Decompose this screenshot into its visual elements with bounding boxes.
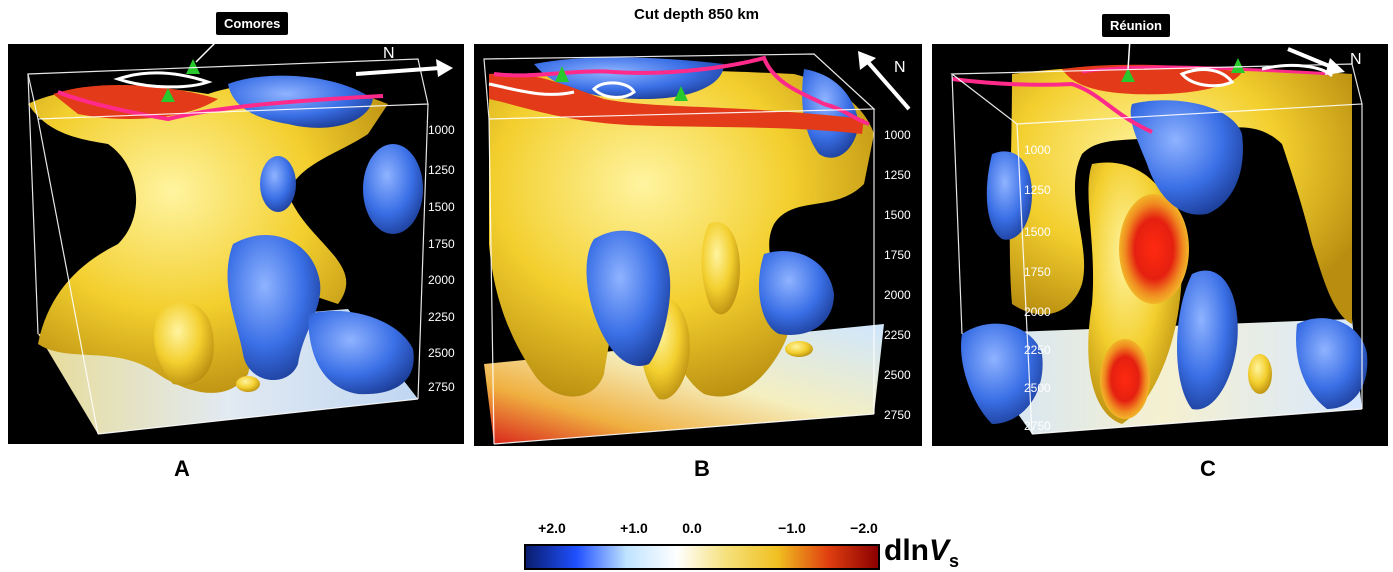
colorbar-tick: −1.0 <box>778 520 806 536</box>
depth-tick-label: 1000 <box>1024 143 1051 157</box>
depth-tick-label: 1750 <box>884 248 911 262</box>
depth-tick-label: 2750 <box>1024 419 1051 433</box>
north-arrow-icon <box>355 59 453 77</box>
panel-b-rendering: 1000 1250 1500 1750 2000 2250 2500 2750 … <box>474 44 922 446</box>
depth-tick-label: 2500 <box>884 368 911 382</box>
callout-label-a: Comores <box>216 12 289 35</box>
depth-tick-label: 2250 <box>428 310 455 324</box>
north-arrow-icon <box>1287 47 1345 75</box>
colorbar-tick: +1.0 <box>620 520 648 536</box>
depth-tick-label: 2750 <box>884 408 911 422</box>
colorbar-tick: −2.0 <box>850 520 878 536</box>
panel-b-volume: 1000 1250 1500 1750 2000 2250 2500 2750 … <box>483 51 911 445</box>
depth-tick-label: 2000 <box>884 288 911 302</box>
depth-tick-label: 2250 <box>884 328 911 342</box>
depth-tick-label: 1250 <box>884 168 911 182</box>
panel-label-c: C <box>1200 456 1216 481</box>
depth-tick-label: 1500 <box>1024 225 1051 239</box>
depth-tick-label: 1250 <box>1024 183 1051 197</box>
depth-tick-label: 1500 <box>884 208 911 222</box>
compass-label: N <box>383 45 395 62</box>
panel-a-volume: 1000 1250 1500 1750 2000 2250 2500 2750 … <box>27 45 455 435</box>
north-arrow-icon <box>858 51 911 111</box>
compass-label: N <box>1350 51 1362 68</box>
colorbar <box>524 544 880 570</box>
depth-tick-label: 2250 <box>1024 343 1051 357</box>
depth-tick-label: 2750 <box>428 380 455 394</box>
depth-tick-label: 1750 <box>428 237 455 251</box>
depth-tick-label: 2000 <box>428 273 455 287</box>
depth-tick-label: 1000 <box>884 128 911 142</box>
depth-tick-label: 1750 <box>1024 265 1051 279</box>
panel-label-b: B <box>694 456 710 481</box>
panel-c-rendering: 1000 1250 1500 1750 2000 2250 2500 2750 … <box>932 44 1388 446</box>
panel-label-a: A <box>174 456 190 481</box>
callout-leaders <box>195 35 1131 71</box>
colorbar-quantity-label: dlnVs <box>884 534 960 571</box>
colorbar-tick: +2.0 <box>538 520 566 536</box>
depth-tick-label: 2000 <box>1024 305 1051 319</box>
figure-title: Cut depth 850 km <box>633 6 760 23</box>
callout-label-c: Réunion <box>1102 14 1170 37</box>
panel-a-rendering: 1000 1250 1500 1750 2000 2250 2500 2750 … <box>8 44 464 444</box>
depth-tick-label: 2500 <box>428 346 455 360</box>
depth-tick-label: 1250 <box>428 163 455 177</box>
depth-tick-label: 1500 <box>428 200 455 214</box>
colorbar-tick: 0.0 <box>682 520 702 536</box>
depth-tick-label: 2500 <box>1024 381 1051 395</box>
panel-c-volume: 1000 1250 1500 1750 2000 2250 2500 2750 … <box>950 47 1368 435</box>
depth-tick-label: 1000 <box>428 123 455 137</box>
compass-label: N <box>894 59 906 76</box>
